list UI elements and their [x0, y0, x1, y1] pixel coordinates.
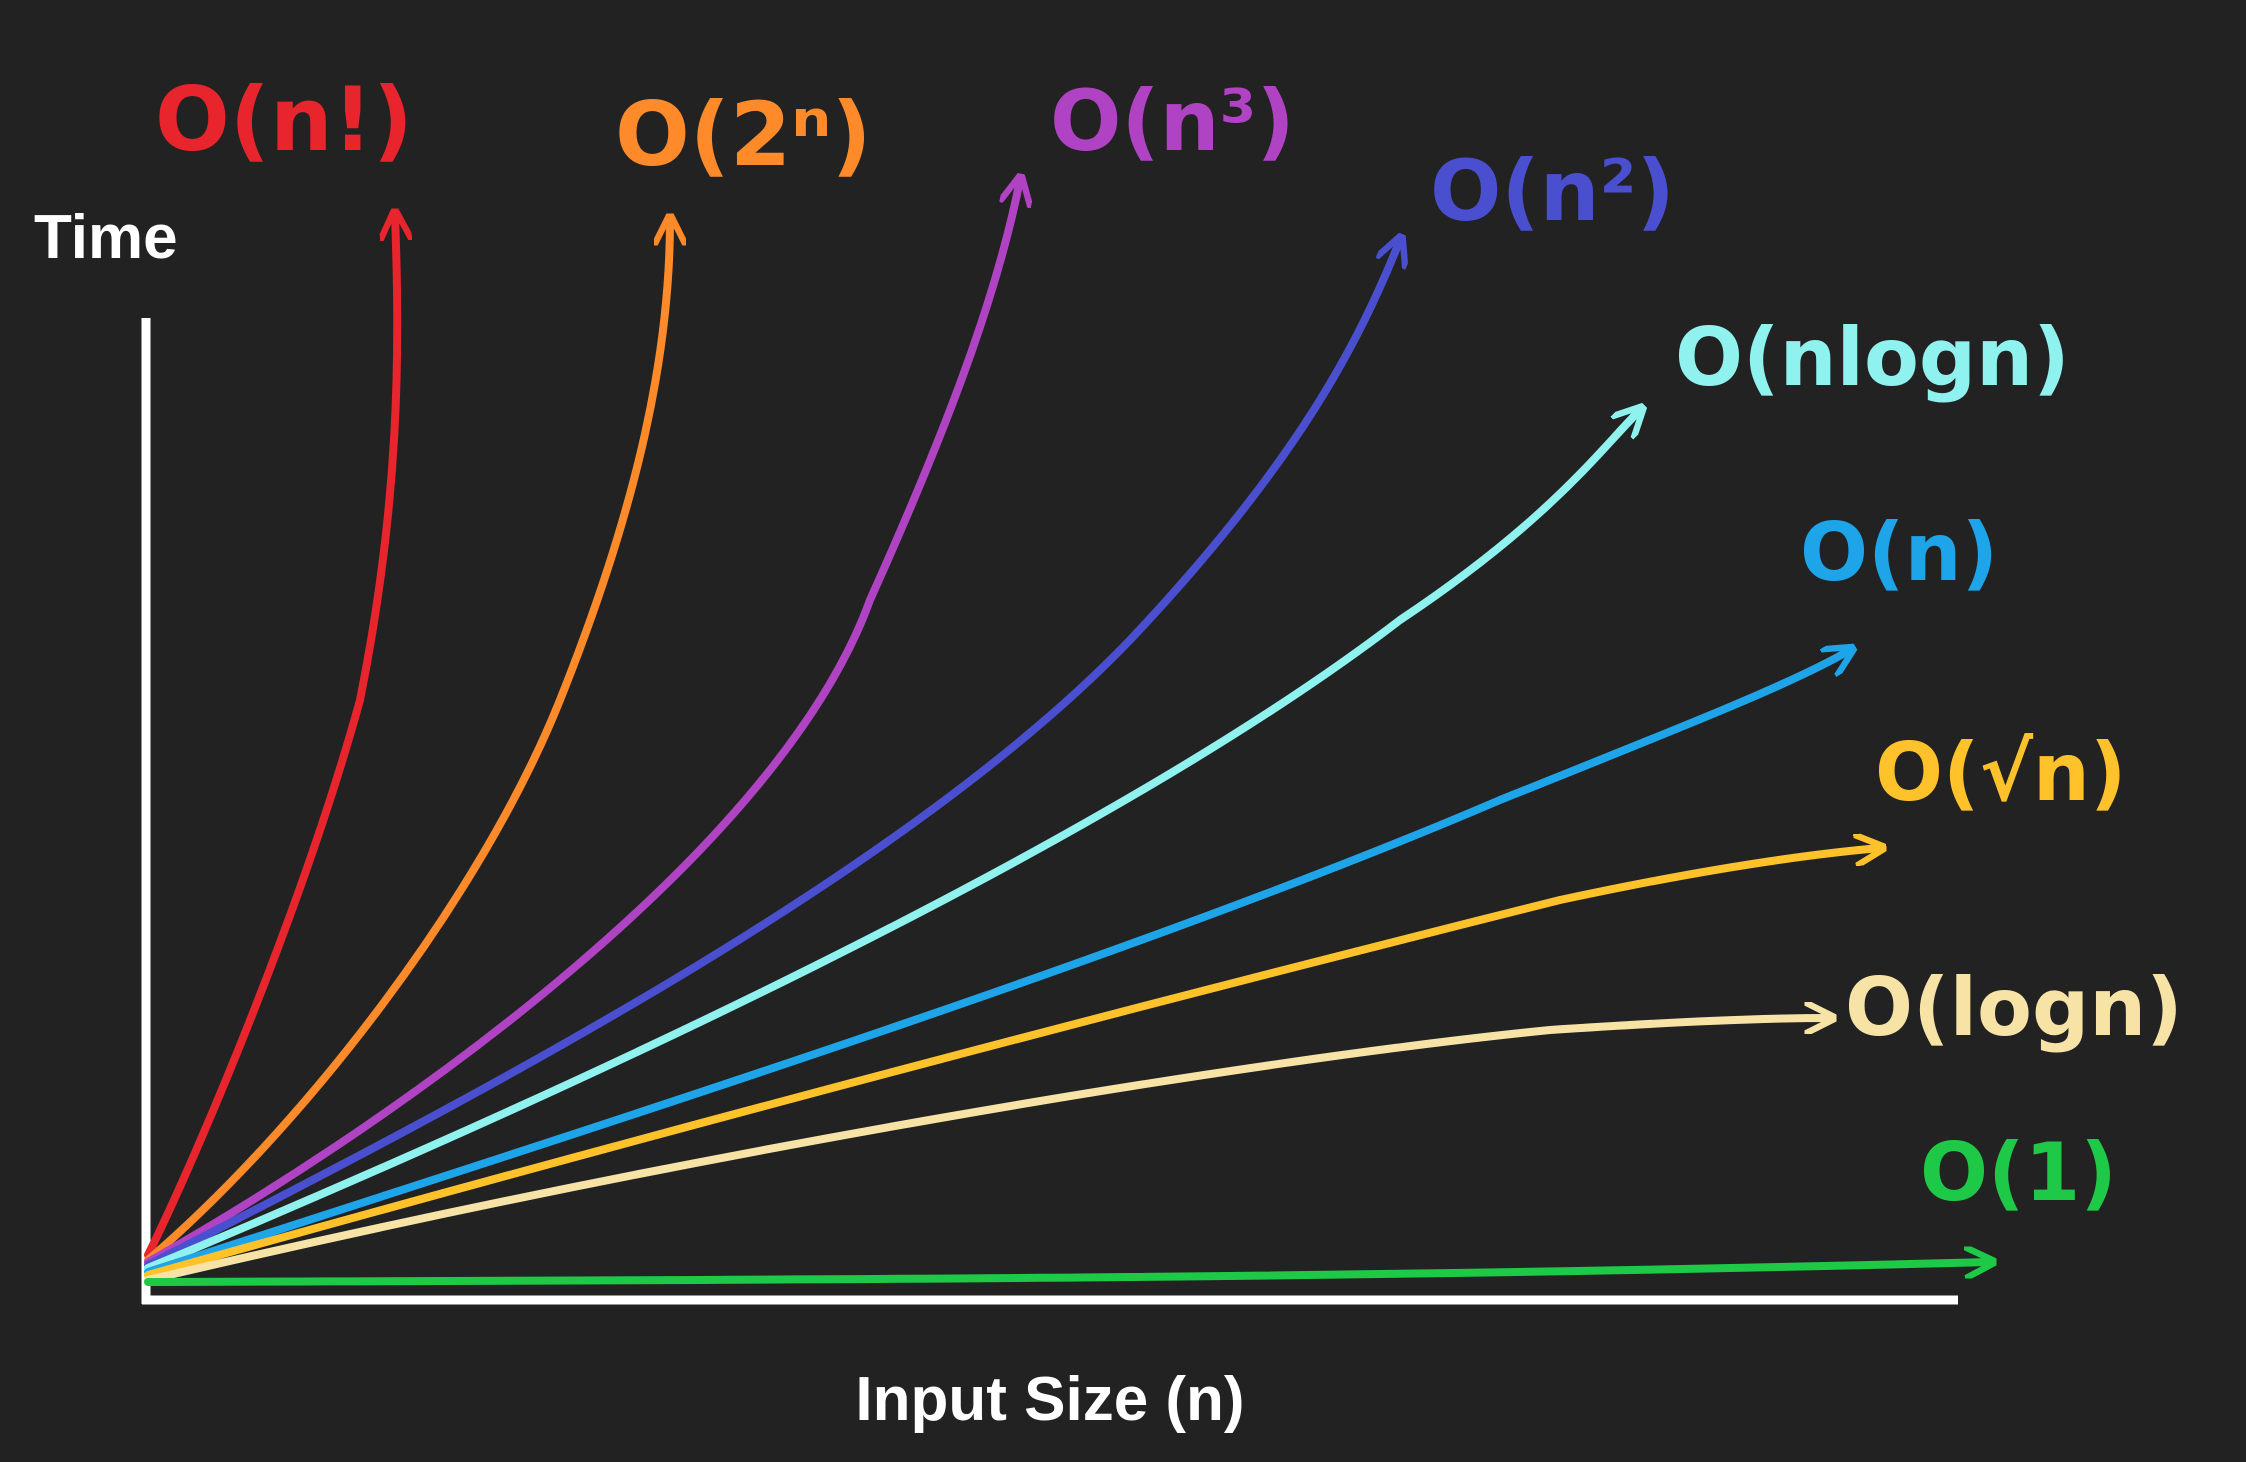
series-label: O(nlogn): [1675, 311, 2070, 404]
series-line: [144, 220, 670, 1264]
series-line: [144, 1018, 1830, 1284]
series-label: O(n²): [1430, 142, 1675, 240]
series-line: [144, 1262, 1990, 1286]
curves: [144, 180, 1990, 1286]
series-label: O(n³): [1050, 72, 1295, 170]
series-line: [144, 848, 1880, 1279]
series-label: O(n): [1800, 506, 1998, 599]
series-label: O(1): [1920, 1126, 2117, 1219]
axes: Time Input Size (n): [34, 203, 1958, 1434]
series-label: O(√n): [1875, 726, 2126, 819]
series-line: [144, 410, 1640, 1272]
series-label: O(logn): [1845, 961, 2183, 1054]
y-axis-label: Time: [34, 203, 178, 272]
x-axis-label: Input Size (n): [855, 1365, 1244, 1434]
series-line: [144, 240, 1400, 1269]
curve-labels: O(n!) O(2ⁿ) O(n³) O(n²)O(nlogn) O(n) O(√n) O(l…: [155, 68, 2183, 1219]
series-line: [144, 215, 397, 1259]
series-line: [144, 180, 1020, 1266]
series-line: [144, 650, 1850, 1276]
series-label: O(2ⁿ): [615, 83, 872, 186]
series-label: O(n!): [155, 68, 413, 171]
